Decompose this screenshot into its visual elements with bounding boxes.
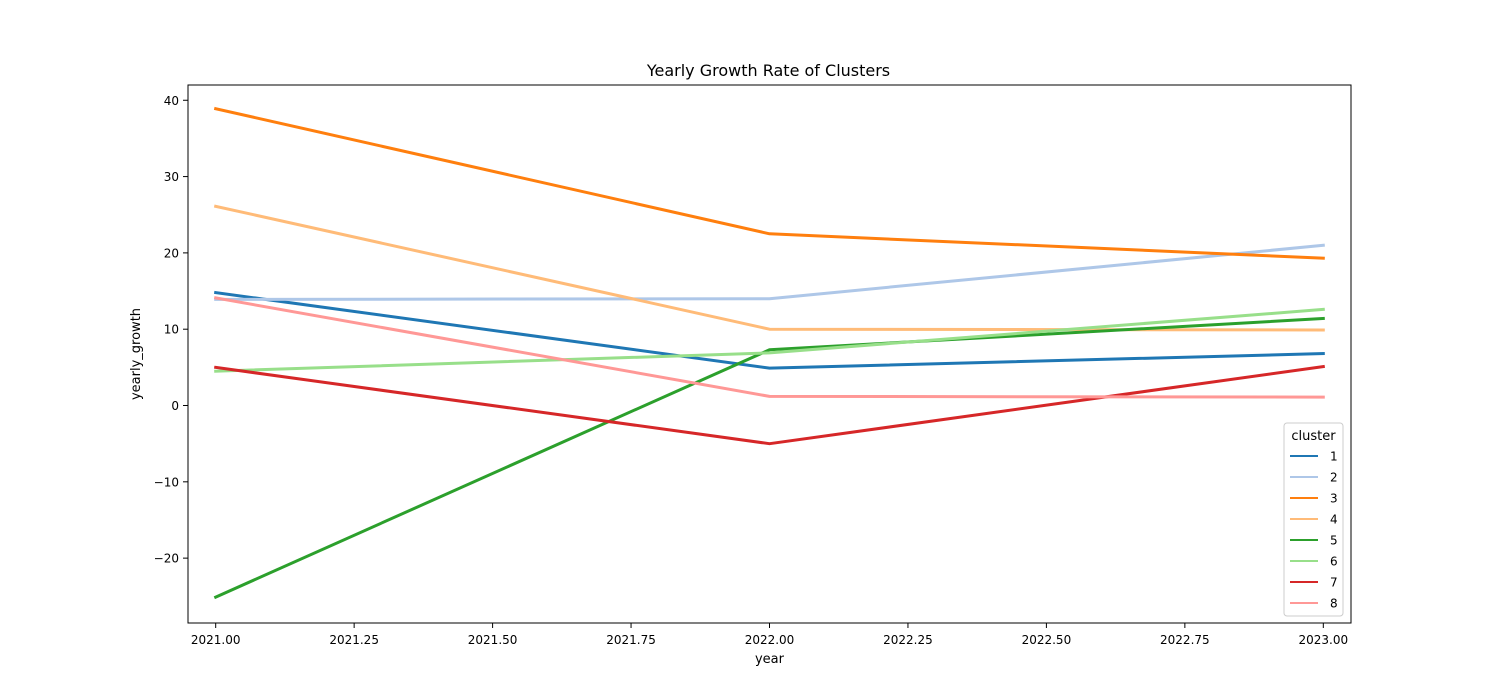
x-tick-label: 2023.00	[1298, 633, 1348, 647]
series-line-6	[214, 307, 1325, 373]
series-line-8	[213, 296, 1325, 399]
legend-items: 1 2 3 4 5 6 7 8	[1290, 450, 1338, 611]
series-lines	[213, 106, 1325, 600]
series-line-3	[213, 106, 1325, 260]
y-tick-label: 10	[164, 323, 179, 337]
legend-label-3: 3	[1330, 492, 1338, 506]
x-tick-label: 2022.25	[883, 633, 933, 647]
x-tick-label: 2022.50	[1022, 633, 1072, 647]
y-tick-label: −10	[154, 475, 179, 489]
x-tick-label: 2022.75	[1160, 633, 1210, 647]
series-line-5	[213, 316, 1325, 600]
x-tick-label: 2021.00	[191, 633, 241, 647]
y-tick-label: 20	[164, 246, 179, 260]
series-line-1	[214, 290, 1325, 370]
legend: cluster 1 2 3 4 5 6 7 8	[1283, 422, 1344, 617]
x-tick-label: 2021.75	[606, 633, 656, 647]
y-axis-label: yearly_growth	[129, 308, 144, 400]
series-line-4	[213, 204, 1325, 332]
x-tick-label: 2021.25	[329, 633, 379, 647]
y-axis: −20 −10 0 10 20 30 40	[154, 94, 188, 566]
y-tick-label: −20	[154, 552, 179, 566]
x-axis: 2021.00 2021.25 2021.50 2021.75 2022.00 2022.…	[191, 623, 1348, 647]
legend-label-6: 6	[1330, 555, 1338, 569]
legend-label-5: 5	[1330, 534, 1338, 548]
x-axis-label: year	[755, 652, 785, 667]
legend-label-4: 4	[1330, 513, 1338, 527]
x-tick-label: 2021.50	[468, 633, 518, 647]
legend-label-7: 7	[1330, 576, 1338, 590]
chart-title: Yearly Growth Rate of Clusters	[646, 61, 890, 80]
series-line-7	[214, 364, 1325, 446]
legend-label-1: 1	[1330, 450, 1338, 464]
x-tick-label: 2022.00	[745, 633, 795, 647]
legend-title: cluster	[1291, 429, 1336, 444]
y-tick-label: 30	[164, 170, 179, 184]
y-tick-label: 0	[171, 399, 179, 413]
legend-label-8: 8	[1330, 597, 1338, 611]
legend-label-2: 2	[1330, 471, 1338, 485]
series-line-2	[214, 243, 1325, 301]
y-tick-label: 40	[164, 94, 179, 108]
